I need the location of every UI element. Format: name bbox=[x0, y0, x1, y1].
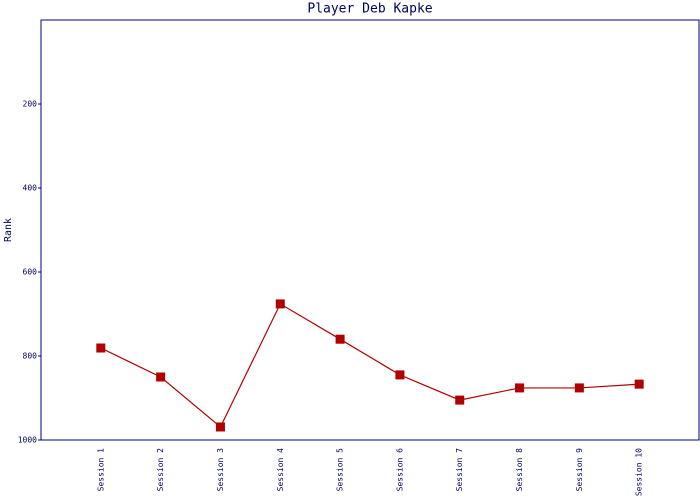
x-tick-label: Session 1 bbox=[96, 448, 105, 492]
y-tick-label: 1000 bbox=[18, 436, 37, 445]
x-tick-label: Session 7 bbox=[455, 448, 464, 492]
chart-title: Player Deb Kapke bbox=[307, 2, 432, 17]
x-tick-label: Session 10 bbox=[635, 448, 644, 496]
series-line bbox=[100, 303, 640, 428]
data-point bbox=[96, 343, 106, 353]
data-point bbox=[395, 370, 405, 380]
x-tick-label: Session 6 bbox=[395, 448, 404, 492]
data-point bbox=[634, 379, 644, 389]
y-axis-label: Rank bbox=[3, 218, 14, 242]
x-tick-label: Session 2 bbox=[156, 448, 165, 492]
y-tick-label: 600 bbox=[23, 268, 38, 277]
x-tick-label: Session 5 bbox=[336, 448, 345, 492]
data-point bbox=[335, 334, 345, 344]
y-tick-label: 800 bbox=[23, 352, 38, 361]
data-point bbox=[574, 383, 584, 393]
data-point bbox=[515, 383, 525, 393]
data-point bbox=[275, 299, 285, 309]
x-tick-label: Session 4 bbox=[276, 448, 285, 492]
y-tick-label: 400 bbox=[23, 184, 38, 193]
data-point bbox=[215, 422, 225, 432]
x-tick-label: Session 9 bbox=[575, 448, 584, 492]
data-point bbox=[156, 372, 166, 382]
x-tick-label: Session 8 bbox=[515, 448, 524, 492]
x-tick-label: Session 3 bbox=[216, 448, 225, 492]
y-tick-label: 200 bbox=[23, 100, 38, 109]
data-point bbox=[455, 395, 465, 405]
plot-frame bbox=[40, 19, 700, 441]
